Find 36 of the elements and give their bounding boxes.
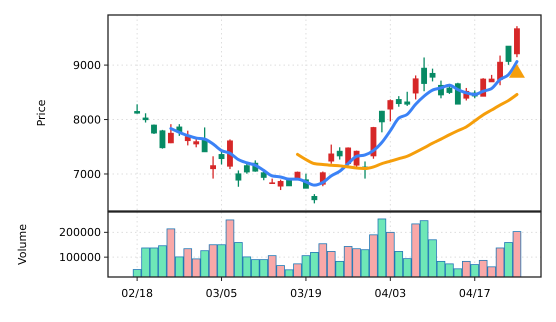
- y-tick-label: 100000: [59, 251, 101, 264]
- y-tick-label: 9000: [73, 58, 101, 72]
- candlestick: [269, 178, 276, 184]
- candlestick: [421, 56, 428, 92]
- y-axis-title: Volume: [16, 224, 29, 265]
- y-axis-title: Price: [35, 99, 48, 126]
- candlestick: [412, 74, 419, 100]
- x-tick-label: 04/03: [374, 286, 406, 300]
- candlestick: [430, 68, 436, 82]
- y-tick-label: 7000: [73, 168, 101, 181]
- x-tick-label: 03/19: [290, 286, 322, 300]
- candlestick: [278, 179, 284, 191]
- x-tick-label: 02/18: [121, 286, 153, 300]
- candlestick: [396, 95, 402, 108]
- candlestick: [142, 112, 148, 124]
- candlestick: [387, 98, 394, 122]
- candlestick: [202, 126, 208, 153]
- x-tick-label: 04/17: [458, 286, 491, 300]
- y-tick-label: 8000: [73, 113, 101, 126]
- candlestick: [160, 129, 166, 150]
- candlestick: [168, 124, 174, 144]
- candlestick: [497, 54, 503, 86]
- candlestick: [336, 146, 343, 160]
- candlestick: [328, 144, 334, 164]
- candlestick: [210, 156, 216, 180]
- candlestick: [404, 91, 410, 107]
- candlestick: [506, 45, 512, 66]
- candlestick: [235, 170, 242, 188]
- y-tick-label: 200000: [59, 226, 101, 240]
- candlestick: [311, 193, 318, 204]
- x-tick-label: 03/05: [206, 286, 238, 300]
- line-series: [296, 92, 518, 170]
- candlestick: [218, 150, 224, 166]
- candlestick: [244, 162, 250, 174]
- candlestick: [134, 104, 140, 114]
- candlestick: [378, 110, 385, 133]
